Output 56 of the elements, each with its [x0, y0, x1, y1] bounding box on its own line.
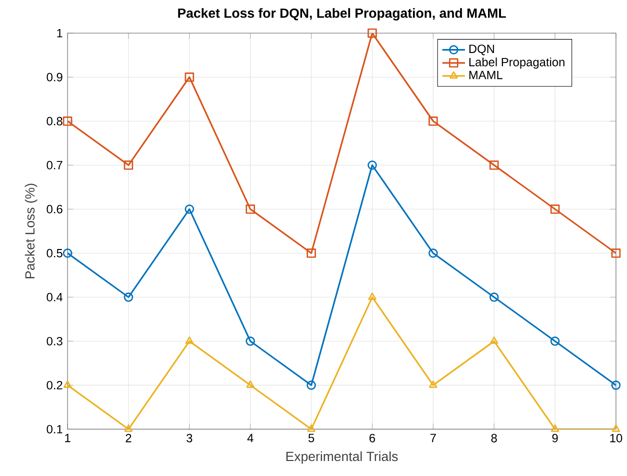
point: [184, 72, 194, 82]
y-tick-label: 0.4: [46, 293, 63, 302]
x-tick-label: 1: [65, 434, 70, 442]
point: [368, 160, 377, 170]
legend-label: MAML: [469, 71, 502, 80]
y-axis-title: Packet Loss (%): [24, 184, 38, 279]
point: [368, 292, 376, 300]
point: [612, 424, 620, 432]
x-tick-label: 5: [308, 434, 314, 442]
x-tick-label: 9: [552, 434, 558, 443]
y-tick-label: 0.9: [46, 73, 62, 82]
y-tick-label: 1: [57, 29, 62, 38]
point: [246, 204, 255, 214]
y-tick-label: 0.7: [46, 161, 62, 170]
y-tick-label: 0.6: [46, 205, 62, 214]
point: [124, 160, 134, 170]
x-tick-label: 6: [370, 434, 376, 443]
point: [489, 160, 499, 170]
point: [246, 380, 254, 388]
y-tick-label: 0.5: [46, 249, 62, 258]
point: [184, 204, 194, 214]
y-tick-label: 0.8: [46, 117, 62, 126]
x-axis-title: Experimental Trials: [286, 452, 398, 464]
point: [185, 336, 194, 344]
point: [124, 292, 134, 302]
point: [306, 248, 316, 258]
point: [63, 380, 72, 388]
point: [550, 336, 560, 346]
x-tick-label: 2: [126, 434, 132, 442]
point: [611, 248, 621, 258]
y-tick-label: 0.2: [46, 381, 62, 390]
point: [611, 380, 621, 390]
point: [428, 248, 438, 258]
legend-label: DQN: [469, 44, 494, 56]
y-tick-label: 0.1: [46, 425, 62, 434]
point: [306, 380, 316, 390]
chart-title: Packet Loss for DQN, Label Propagation, and MAML: [178, 8, 506, 21]
point: [489, 292, 499, 302]
point: [307, 424, 316, 432]
point: [429, 380, 438, 388]
point: [124, 424, 133, 432]
point: [368, 28, 377, 38]
x-tick-label: 3: [186, 434, 192, 443]
y-tick-label: 0.3: [46, 337, 62, 346]
point: [550, 424, 560, 432]
point: [428, 116, 438, 126]
x-tick-label: 4: [247, 434, 254, 442]
point: [62, 116, 72, 126]
point: [62, 248, 72, 258]
point: [246, 336, 255, 346]
point: [490, 336, 498, 344]
x-tick-label: 8: [491, 434, 497, 443]
x-tick-label: 7: [430, 434, 436, 442]
point: [550, 204, 560, 214]
legend-label: Label Propagation: [469, 58, 564, 69]
x-tick-label: 10: [610, 434, 622, 443]
